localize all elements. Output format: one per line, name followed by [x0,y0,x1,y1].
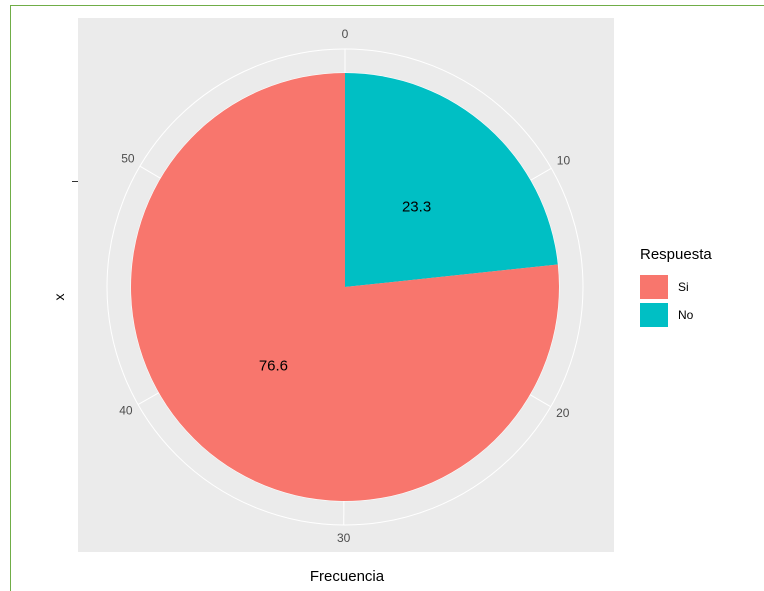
slice-layer [130,73,559,501]
legend: Respuesta Si No [640,245,755,329]
legend-swatch-no [640,303,668,327]
angular-tick-label-0: 0 [342,27,349,41]
angular-tick-label-50: 50 [121,151,135,165]
angular-tick-label-30: 30 [337,531,351,545]
frame-top-border [10,5,764,6]
data-label-no: 23.3 [402,198,431,215]
legend-label-si: Si [678,280,689,294]
y-axis-title: x [51,293,67,301]
tick-layer: 0 10 20 30 40 50 [119,27,570,545]
frame-left-border [10,5,11,591]
slice-si [130,73,559,501]
legend-swatch-si [640,275,668,299]
x-axis-title: Frecuencia [309,568,385,585]
slice-no [345,73,558,287]
angular-tick-label-10: 10 [557,154,571,168]
legend-title: Respuesta [640,246,712,263]
legend-item-si: Si [640,273,755,301]
angular-tick-label-40: 40 [119,404,133,418]
angular-tick-label-20: 20 [556,406,570,420]
data-label-si: 76.6 [259,358,288,375]
legend-label-no: No [678,308,694,322]
y-axis-tick [72,181,78,182]
legend-item-no: No [640,301,755,329]
label-layer: 23.3 76.6 [259,198,431,374]
